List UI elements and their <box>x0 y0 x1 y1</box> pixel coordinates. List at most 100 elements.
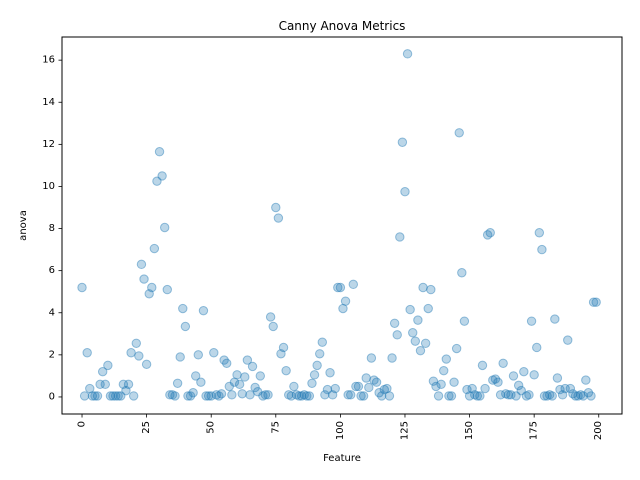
data-point <box>444 391 454 401</box>
data-point <box>307 378 317 388</box>
data-point <box>273 213 284 223</box>
data-point <box>408 328 418 338</box>
data-point <box>516 385 526 396</box>
data-point <box>555 384 565 395</box>
data-point <box>348 279 358 290</box>
data-point <box>281 365 291 376</box>
data-point <box>325 368 335 378</box>
data-point <box>278 342 289 353</box>
data-points <box>77 49 601 401</box>
data-point <box>568 389 578 399</box>
data-point <box>431 381 441 392</box>
data-point <box>397 137 408 147</box>
data-point <box>172 378 183 388</box>
data-point <box>547 391 557 401</box>
data-point <box>501 389 511 399</box>
data-point <box>255 371 265 381</box>
data-point <box>506 390 516 400</box>
data-point <box>315 349 325 359</box>
data-point <box>482 230 493 240</box>
data-point <box>377 391 387 401</box>
data-point <box>387 353 397 363</box>
data-point <box>162 284 172 295</box>
data-point <box>488 375 498 385</box>
data-point <box>490 374 501 384</box>
data-point <box>209 348 219 358</box>
data-point <box>294 391 304 401</box>
data-point <box>216 389 227 399</box>
data-point <box>250 382 260 393</box>
data-point <box>591 297 601 307</box>
data-point <box>170 391 180 401</box>
data-point <box>178 303 188 314</box>
data-point <box>542 391 552 401</box>
plot-area-frame <box>61 36 623 415</box>
data-point <box>475 391 485 401</box>
data-point <box>304 391 315 401</box>
data-point <box>420 338 431 348</box>
data-point <box>141 359 152 370</box>
data-point <box>196 377 206 387</box>
data-point <box>118 379 129 390</box>
data-point <box>183 391 193 401</box>
data-point <box>242 355 253 365</box>
data-point <box>508 371 519 381</box>
data-point <box>524 390 534 400</box>
data-point <box>485 228 495 238</box>
data-point <box>384 391 395 401</box>
data-point <box>113 391 123 401</box>
data-point <box>374 388 384 398</box>
data-point <box>103 360 113 371</box>
data-point <box>581 375 591 385</box>
y-tick-label: 0 <box>49 391 55 402</box>
data-point <box>258 391 268 401</box>
data-point <box>302 391 312 401</box>
data-point <box>410 336 421 346</box>
data-point <box>92 391 103 401</box>
data-point <box>415 345 426 356</box>
data-point <box>340 296 351 306</box>
y-tick-label: 4 <box>49 307 55 318</box>
data-point <box>457 268 467 278</box>
data-point <box>131 338 141 348</box>
data-point <box>544 390 555 400</box>
x-tick-label: 100 <box>335 421 346 440</box>
y-axis-label: anova <box>18 210 29 241</box>
data-point <box>513 380 524 391</box>
data-point <box>149 243 160 254</box>
data-point <box>188 388 198 398</box>
data-point <box>147 282 157 293</box>
data-point <box>144 289 154 299</box>
data-point <box>229 377 240 387</box>
data-point <box>529 370 539 380</box>
y-tick-label: 10 <box>42 181 55 192</box>
data-point <box>470 390 480 400</box>
data-point <box>395 232 405 242</box>
y-tick-label: 12 <box>42 139 55 150</box>
data-point <box>534 228 545 238</box>
data-point <box>116 391 126 401</box>
data-point <box>472 391 483 401</box>
data-point <box>152 176 162 186</box>
data-point <box>462 384 472 395</box>
x-tick-label: 200 <box>593 421 604 440</box>
data-point <box>134 351 144 361</box>
data-point <box>586 391 596 401</box>
data-point <box>299 390 309 400</box>
data-point <box>578 391 588 401</box>
data-point <box>451 343 462 354</box>
data-point <box>526 316 537 326</box>
data-point <box>480 383 490 394</box>
data-point <box>369 375 379 385</box>
data-point <box>245 390 255 400</box>
data-point <box>284 390 294 400</box>
x-axis-ticks: 0 25 50 75 100 125 150 175 200 <box>77 414 604 440</box>
data-point <box>317 337 327 347</box>
data-point <box>327 390 338 400</box>
data-point <box>333 282 343 293</box>
data-point <box>219 355 229 365</box>
data-point <box>136 259 147 270</box>
data-point <box>570 391 581 401</box>
data-point <box>557 390 568 400</box>
data-point <box>539 391 550 401</box>
